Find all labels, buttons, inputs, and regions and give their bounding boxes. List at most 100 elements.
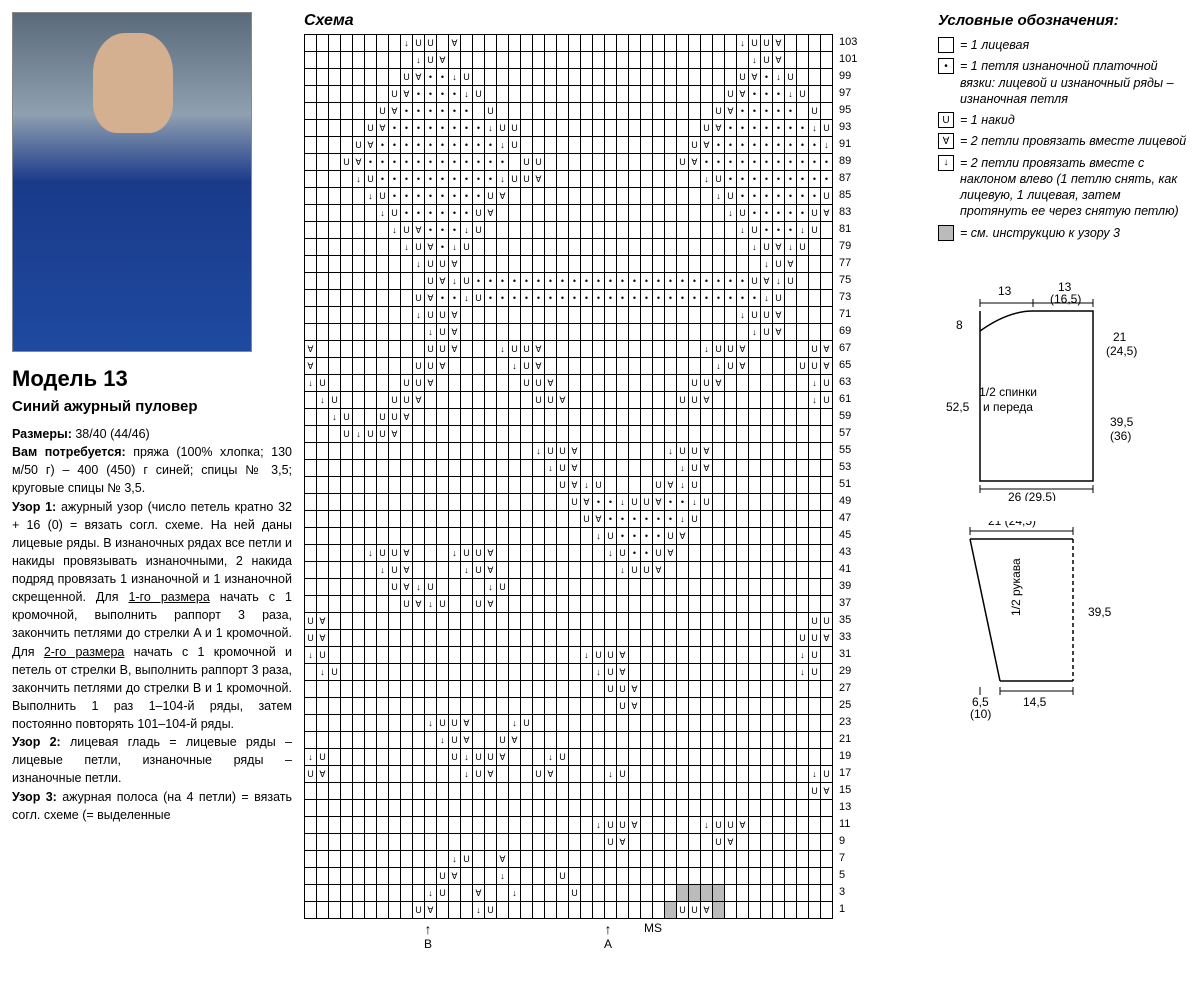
chart-cell: U xyxy=(413,239,425,256)
chart-cell: U xyxy=(761,52,773,69)
chart-cell xyxy=(365,239,377,256)
chart-cell xyxy=(389,460,401,477)
chart-cell xyxy=(629,188,641,205)
chart-cell xyxy=(509,528,521,545)
chart-cell xyxy=(353,647,365,664)
chart-cell: • xyxy=(509,290,521,307)
chart-cell xyxy=(581,69,593,86)
chart-cell xyxy=(317,290,329,307)
chart-cell: U xyxy=(701,494,713,511)
chart-cell xyxy=(809,681,821,698)
chart-cell xyxy=(797,715,809,732)
chart-cell xyxy=(665,35,677,52)
chart-cell xyxy=(785,477,797,494)
chart-cell xyxy=(617,120,629,137)
chart-cell xyxy=(473,426,485,443)
chart-cell xyxy=(809,885,821,902)
chart-cell xyxy=(401,851,413,868)
chart-cell: ∀ xyxy=(593,511,605,528)
chart-cell xyxy=(641,358,653,375)
chart-cell: • xyxy=(749,171,761,188)
chart-cell: ↓ xyxy=(413,52,425,69)
chart-cell: • xyxy=(761,222,773,239)
chart-cell xyxy=(809,35,821,52)
chart-cell xyxy=(413,868,425,885)
chart-cell: ↓ xyxy=(365,188,377,205)
chart-cell xyxy=(509,477,521,494)
chart-cell xyxy=(461,817,473,834)
chart-cell xyxy=(677,358,689,375)
chart-cell: • xyxy=(665,511,677,528)
chart-cell: U xyxy=(425,52,437,69)
legend-text: = 1 петля изнаночной платочной вязки: ли… xyxy=(960,58,1188,107)
chart-cell xyxy=(641,205,653,222)
chart-cell xyxy=(353,273,365,290)
chart-cell: • xyxy=(809,137,821,154)
legend-text: = 1 накид xyxy=(960,112,1188,128)
chart-cell xyxy=(485,392,497,409)
row-number: 41 xyxy=(839,561,857,578)
chart-cell: • xyxy=(785,205,797,222)
chart-cell xyxy=(317,885,329,902)
chart-cell xyxy=(377,256,389,273)
chart-cell xyxy=(569,324,581,341)
chart-cell: • xyxy=(665,273,677,290)
chart-cell: ∀ xyxy=(665,477,677,494)
chart-cell xyxy=(605,800,617,817)
chart-cell xyxy=(521,35,533,52)
chart-cell: • xyxy=(821,171,833,188)
chart-cell xyxy=(737,681,749,698)
chart-cell xyxy=(725,647,737,664)
chart-cell: • xyxy=(473,137,485,154)
chart-cell xyxy=(821,579,833,596)
chart-cell xyxy=(605,205,617,222)
chart-cell xyxy=(425,749,437,766)
chart-cell: U xyxy=(389,409,401,426)
chart-cell xyxy=(341,783,353,800)
chart-cell xyxy=(521,205,533,222)
chart-cell xyxy=(665,817,677,834)
chart-cell xyxy=(413,664,425,681)
chart-cell: U xyxy=(557,443,569,460)
chart-cell: ∀ xyxy=(509,732,521,749)
chart-cell: ↓ xyxy=(581,477,593,494)
chart-cell xyxy=(341,375,353,392)
chart-cell xyxy=(665,324,677,341)
chart-cell xyxy=(797,460,809,477)
chart-cell xyxy=(329,171,341,188)
chart-cell xyxy=(665,426,677,443)
chart-cell xyxy=(557,137,569,154)
chart-cell: ∀ xyxy=(401,409,413,426)
chart-cell xyxy=(305,715,317,732)
chart-cell xyxy=(353,205,365,222)
chart-cell xyxy=(497,477,509,494)
chart-cell xyxy=(497,256,509,273)
chart-cell xyxy=(701,732,713,749)
chart-cell xyxy=(809,69,821,86)
chart-cell: • xyxy=(677,273,689,290)
chart-cell xyxy=(617,52,629,69)
chart-cell xyxy=(317,307,329,324)
chart-cell xyxy=(773,511,785,528)
chart-cell xyxy=(629,851,641,868)
chart-cell: • xyxy=(725,171,737,188)
chart-cell: U xyxy=(389,205,401,222)
chart-cell xyxy=(653,392,665,409)
chart-cell xyxy=(509,460,521,477)
chart-cell: ∀ xyxy=(533,358,545,375)
chart-cell xyxy=(509,664,521,681)
chart-cell: ∀ xyxy=(725,103,737,120)
chart-cell: ∀ xyxy=(713,120,725,137)
row-number: 73 xyxy=(839,289,857,306)
chart-cell xyxy=(821,69,833,86)
chart-cell xyxy=(365,69,377,86)
chart-cell xyxy=(641,188,653,205)
chart-cell xyxy=(653,256,665,273)
chart-cell xyxy=(617,341,629,358)
chart-cell xyxy=(773,443,785,460)
chart-cell xyxy=(785,324,797,341)
sleeve-schematic: 21 (24,5) 1/2 рукава 39,5 6,5 (10) 14,5 xyxy=(938,521,1188,721)
chart-cell xyxy=(389,596,401,613)
chart-cell: U xyxy=(533,375,545,392)
chart-cell xyxy=(557,613,569,630)
